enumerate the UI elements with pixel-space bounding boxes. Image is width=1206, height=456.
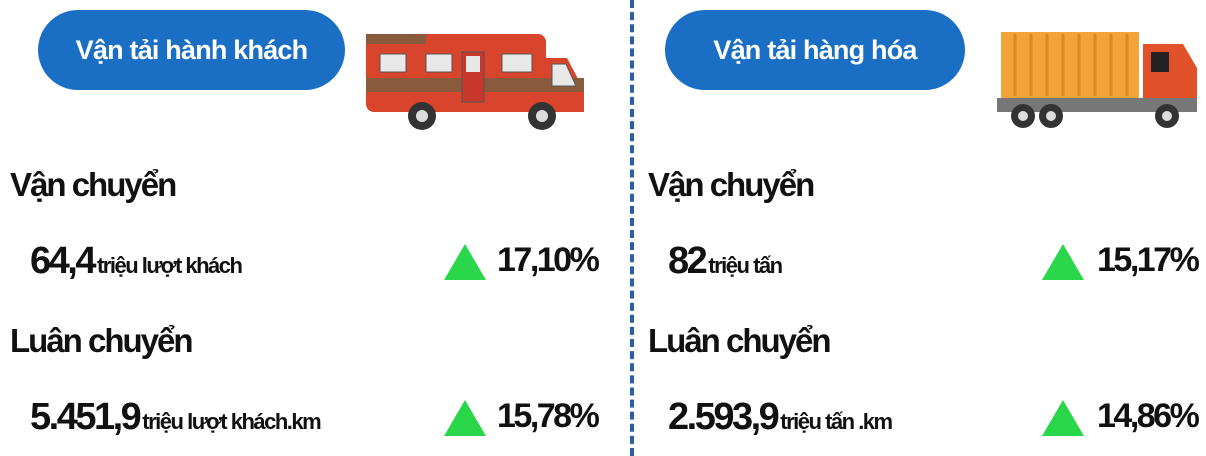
metric-heading: Luân chuyển [10,322,192,360]
section-title: Vận tải hàng hóa [665,10,965,90]
value-unit: triệu lượt khách [97,253,242,278]
value-unit: triệu tấn .km [780,409,891,434]
value-number: 2.593,9 [668,396,777,438]
truck-icon [995,28,1201,132]
increase-arrow [1042,400,1084,436]
increase-arrow [1042,244,1084,280]
value-unit: triệu tấn [708,253,781,278]
increase-arrow [444,244,486,280]
change-percent: 14,86% [1097,397,1197,436]
camper-van-icon [362,28,592,132]
change-percent: 15,78% [497,397,597,436]
divider [630,0,634,456]
change-percent: 17,10% [497,241,597,280]
value-number: 82 [668,240,705,282]
change-percent: 15,17% [1097,241,1197,280]
metric-heading: Luân chuyển [648,322,830,360]
value-number: 5.451,9 [30,396,139,438]
metric-heading: Vận chuyển [10,166,175,204]
metric-heading: Vận chuyển [648,166,813,204]
infographic: Vận tải hành kháchVận chuyển64,4triệu lư… [0,0,1206,456]
value-number: 64,4 [30,240,94,282]
section-title: Vận tải hành khách [38,10,345,90]
increase-arrow [444,400,486,436]
value-unit: triệu lượt khách.km [142,409,320,434]
